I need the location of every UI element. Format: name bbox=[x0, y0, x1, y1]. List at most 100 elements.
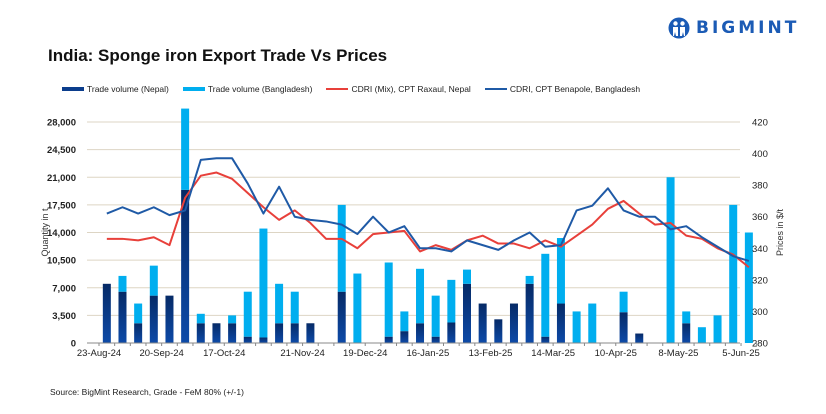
gridlines bbox=[87, 121, 740, 316]
bar-nepal bbox=[290, 323, 299, 343]
legend: Trade volume (Nepal) Trade volume (Bangl… bbox=[62, 84, 640, 94]
bar-nepal bbox=[462, 283, 471, 343]
bar-nepal bbox=[682, 323, 691, 343]
y2-tick-label: 420 bbox=[752, 118, 768, 129]
bar-nepal bbox=[149, 295, 158, 343]
bar-bangladesh bbox=[181, 108, 190, 190]
bar-nepal bbox=[275, 323, 284, 343]
bar-bangladesh bbox=[149, 265, 158, 296]
x-tick-label: 21-Nov-24 bbox=[280, 348, 324, 359]
y-tick-label: 24,500 bbox=[47, 145, 76, 156]
bar-nepal bbox=[337, 291, 346, 343]
axes: 0 3,500 7,000 10,500 14,000 17,500 21,000 24,50… bbox=[40, 118, 785, 360]
x-tick-label: 16-Jan-25 bbox=[406, 348, 449, 359]
bar-bangladesh bbox=[588, 303, 597, 343]
bar-bangladesh bbox=[416, 268, 425, 324]
bar-bangladesh bbox=[400, 311, 409, 332]
y-axis-title: Quantity in t bbox=[40, 208, 50, 257]
bar-nepal bbox=[494, 319, 503, 343]
bar-nepal bbox=[400, 331, 409, 343]
bar-bangladesh bbox=[275, 283, 284, 324]
bar-bangladesh bbox=[541, 253, 550, 337]
bar-nepal bbox=[509, 303, 518, 343]
bar-nepal bbox=[447, 322, 456, 343]
x-tick-label: 8-May-25 bbox=[658, 348, 698, 359]
bar-bangladesh bbox=[447, 279, 456, 323]
x-tick-label: 23-Aug-24 bbox=[77, 348, 121, 359]
y-tick-label: 3,500 bbox=[52, 311, 76, 322]
x-tick-label: 5-Jun-25 bbox=[722, 348, 760, 359]
bar-nepal bbox=[478, 303, 487, 343]
bar-nepal bbox=[102, 283, 111, 343]
y-tick-label: 28,000 bbox=[47, 118, 76, 129]
x-tick-label: 19-Dec-24 bbox=[343, 348, 387, 359]
bar-nepal bbox=[118, 291, 127, 343]
x-tick-label: 13-Feb-25 bbox=[469, 348, 513, 359]
bar-bangladesh bbox=[525, 275, 534, 284]
bar-nepal bbox=[541, 336, 550, 343]
y2-tick-label: 360 bbox=[752, 212, 768, 223]
y-tick-label: 0 bbox=[71, 339, 76, 350]
bar-nepal bbox=[134, 323, 143, 343]
legend-label: CDRI, CPT Benapole, Bangladesh bbox=[509, 84, 641, 94]
bar-bangladesh bbox=[118, 275, 127, 292]
bar-nepal bbox=[635, 333, 644, 343]
legend-item-cdri-bangladesh: CDRI, CPT Benapole, Bangladesh bbox=[484, 84, 641, 94]
y2-tick-label: 280 bbox=[752, 339, 768, 350]
bar-bangladesh bbox=[744, 232, 753, 343]
bar-nepal bbox=[525, 283, 534, 343]
y-tick-label: 17,500 bbox=[47, 200, 76, 211]
bar-bangladesh bbox=[666, 177, 675, 343]
bar-nepal bbox=[181, 189, 190, 343]
y-tick-label: 10,500 bbox=[47, 256, 76, 267]
y2-tick-label: 320 bbox=[752, 275, 768, 286]
y2-tick-label: 380 bbox=[752, 181, 768, 192]
legend-label: CDRI (Mix), CPT Raxaul, Nepal bbox=[351, 84, 471, 94]
x-tick-label: 20-Sep-24 bbox=[139, 348, 183, 359]
bar-bangladesh bbox=[134, 303, 143, 324]
legend-item-cdri-nepal: CDRI (Mix), CPT Raxaul, Nepal bbox=[326, 84, 471, 94]
bar-nepal bbox=[619, 312, 628, 343]
lines bbox=[106, 157, 750, 269]
bar-bangladesh bbox=[196, 313, 205, 324]
y-tick-label: 7,000 bbox=[52, 283, 76, 294]
bar-bangladesh bbox=[713, 315, 722, 343]
bar-bangladesh bbox=[572, 311, 581, 343]
bar-nepal bbox=[196, 323, 205, 343]
legend-swatch bbox=[62, 87, 84, 91]
source-note: Source: BigMint Research, Grade - FeM 80… bbox=[50, 387, 244, 397]
bar-bangladesh bbox=[682, 311, 691, 324]
bar-nepal bbox=[416, 323, 425, 343]
bar-nepal bbox=[165, 295, 174, 343]
bar-bangladesh bbox=[384, 262, 393, 337]
legend-swatch bbox=[484, 88, 507, 90]
bar-bangladesh bbox=[462, 269, 471, 284]
bar-bangladesh bbox=[431, 295, 440, 337]
y2-tick-label: 340 bbox=[752, 244, 768, 255]
bar-nepal bbox=[243, 336, 252, 343]
bar-nepal bbox=[431, 336, 440, 343]
line-cdri-nepal bbox=[106, 171, 750, 269]
legend-label: Trade volume (Nepal) bbox=[87, 84, 169, 94]
bar-bangladesh bbox=[729, 204, 738, 343]
y2-tick-label: 300 bbox=[752, 307, 768, 318]
y2-tick-label: 400 bbox=[752, 149, 768, 160]
bar-bangladesh bbox=[243, 291, 252, 337]
x-tick-label: 10-Apr-25 bbox=[595, 348, 637, 359]
legend-label: Trade volume (Bangladesh) bbox=[207, 84, 313, 94]
bar-bangladesh bbox=[697, 327, 706, 343]
logo: BIGMINT bbox=[668, 17, 799, 39]
bar-bangladesh bbox=[259, 228, 268, 338]
y-tick-label: 21,000 bbox=[47, 173, 76, 184]
x-tick-label: 17-Oct-24 bbox=[203, 348, 245, 359]
bar-bangladesh bbox=[290, 291, 299, 324]
chart-title: India: Sponge iron Export Trade Vs Price… bbox=[48, 46, 388, 65]
legend-swatch bbox=[182, 87, 205, 91]
bars bbox=[102, 108, 753, 343]
y-tick-label: 14,000 bbox=[47, 228, 76, 239]
bar-nepal bbox=[384, 336, 393, 343]
y2-axis-title: Prices in $/t bbox=[775, 208, 785, 256]
bar-bangladesh bbox=[228, 315, 237, 324]
